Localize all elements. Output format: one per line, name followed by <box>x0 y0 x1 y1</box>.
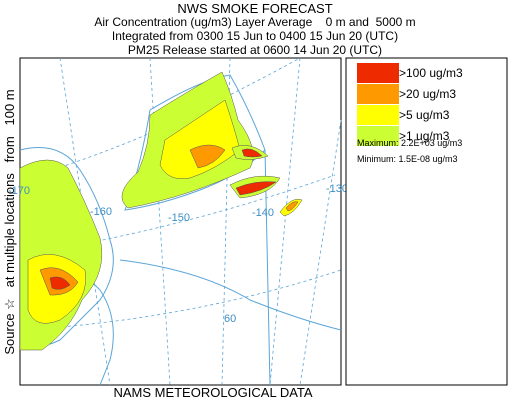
side-label: Source ☆ at multiple locations from 100 … <box>2 89 17 354</box>
legend-swatch <box>357 126 399 146</box>
legend-swatch <box>357 84 399 104</box>
smoke <box>19 71 303 351</box>
map-label: 60 <box>224 313 236 325</box>
map-label: -170 <box>8 185 30 197</box>
map-label: -150 <box>168 212 190 224</box>
legend-label: >100 ug/m3 <box>399 66 463 80</box>
legend-minimum: Minimum: 1.5E-08 ug/m3 <box>357 154 458 164</box>
legend-label: >1 ug/m3 <box>399 129 450 143</box>
map-label: -160 <box>90 206 112 218</box>
footer: NAMS METEOROLOGICAL DATA <box>113 385 312 400</box>
legend-maximum: Maximum: 2.2E+03 ug/m3 <box>357 138 462 148</box>
subtitle: Integrated from 0300 15 Jun to 0400 15 J… <box>112 29 398 43</box>
map: -170 -160 -150 -140 -130 60 <box>8 57 348 386</box>
legend: >100 ug/m3 >20 ug/m3 >5 ug/m3 >1 ug/m3Maxim… <box>345 57 508 386</box>
legend-swatch <box>357 63 399 83</box>
map-label: -130 <box>326 183 348 195</box>
legend-label: >5 ug/m3 <box>399 108 450 122</box>
map-label: -140 <box>252 207 274 219</box>
subtitle: Air Concentration (ug/m3) Layer Average … <box>94 15 415 29</box>
legend-swatch <box>357 105 399 125</box>
legend-label: >20 ug/m3 <box>399 87 456 101</box>
subtitle: PM25 Release started at 0600 14 Jun 20 (… <box>128 43 382 57</box>
title: NWS SMOKE FORECAST <box>177 1 332 16</box>
